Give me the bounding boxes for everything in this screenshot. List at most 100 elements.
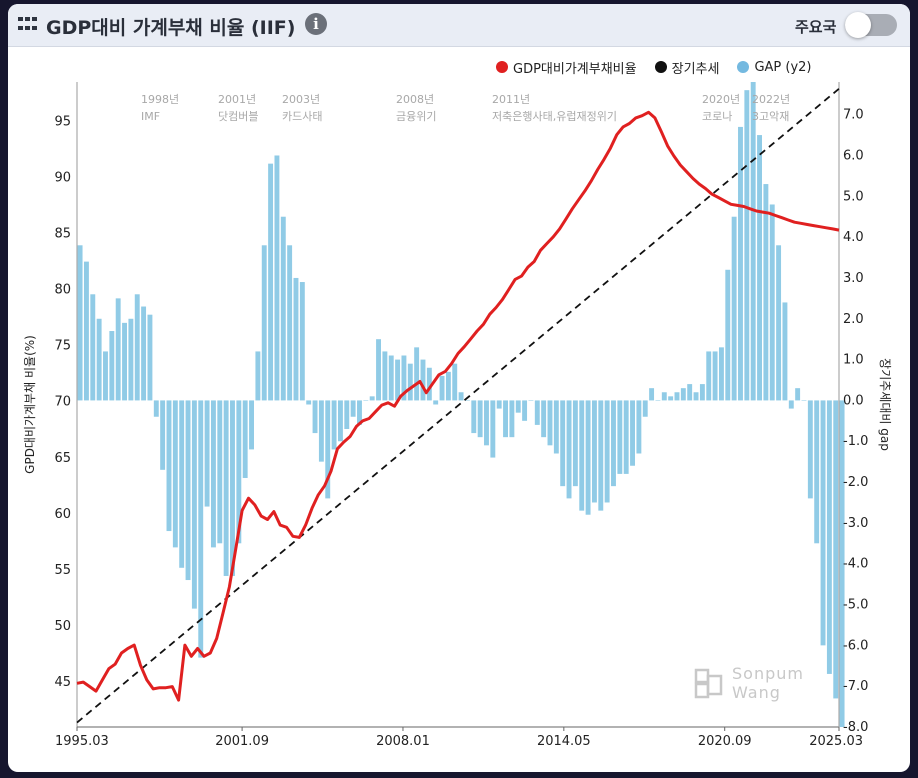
gap-bar (122, 322, 127, 401)
gap-bar (566, 400, 572, 499)
gap-bar (471, 400, 477, 434)
gap-bar (547, 400, 553, 446)
gap-bar (280, 216, 286, 401)
gap-bar (179, 400, 185, 568)
y-tick-label: 80 (54, 283, 71, 298)
legend-dot-gap (737, 61, 750, 73)
gap-bar (706, 351, 712, 401)
gap-bar (420, 359, 426, 401)
gap-bar (77, 245, 83, 401)
gap-bar (649, 388, 655, 401)
gap-bar (585, 400, 591, 515)
gap-bars (77, 82, 845, 727)
gap-bar (801, 400, 807, 401)
y2-tick-label: 7.0 (843, 108, 864, 123)
info-icon[interactable]: i (305, 13, 327, 35)
gap-bar (788, 400, 794, 409)
gap-bar (217, 400, 223, 544)
gap-bar (261, 245, 267, 401)
y2-tick-label: -4.0 (843, 557, 868, 572)
gap-bar (242, 400, 248, 478)
gap-bar (318, 400, 324, 462)
gap-bar (464, 400, 470, 401)
gap-bar (299, 282, 305, 401)
gap-bar (382, 351, 388, 401)
legend-label-trend: 장기추세 (671, 61, 720, 77)
legend-item-trend[interactable]: 장기추세 (654, 58, 720, 77)
gap-bar (484, 400, 489, 446)
y2-tick-label: 2.0 (843, 312, 864, 327)
annotation-label: 닷컴버블 (218, 110, 258, 123)
major-countries-toggle[interactable] (845, 12, 897, 38)
y2-tick-label: -2.0 (843, 475, 868, 490)
y2-tick-label: 4.0 (843, 230, 864, 245)
gap-bar (153, 400, 159, 417)
gap-bar (96, 318, 102, 401)
legend-item-gap[interactable]: GAP (y2) (737, 60, 812, 75)
gap-bar (604, 400, 610, 503)
legend-dot-ratio (496, 61, 508, 73)
legend-dot-trend (654, 61, 667, 73)
gap-bar (674, 392, 680, 401)
gap-bar (166, 400, 172, 532)
gap-bar (534, 400, 540, 425)
gap-bar (147, 314, 153, 401)
toggle-label: 주요국 (795, 18, 837, 36)
y-tick-label: 60 (54, 507, 71, 522)
gap-bar (630, 400, 635, 466)
gap-bar (636, 400, 642, 454)
trend-line (76, 88, 840, 724)
ratio-line (76, 110, 840, 702)
gap-bar (693, 392, 699, 401)
gap-bar (388, 355, 394, 401)
legend-item-ratio[interactable]: GDP대비가계부채비율 (496, 58, 637, 77)
gap-bar (503, 400, 508, 438)
gap-bar (357, 400, 362, 425)
gap-bar (255, 351, 261, 401)
watermark-line2: Wang (732, 683, 781, 702)
gap-bar (560, 400, 566, 487)
gap-bar (198, 400, 204, 658)
gap-bar (776, 245, 782, 401)
toggle-knob[interactable] (845, 12, 871, 38)
y-tick-label: 50 (54, 619, 71, 634)
gap-bar (230, 400, 235, 576)
gap-bar (115, 298, 121, 401)
chart-legend: GDP대비가계부채비율 장기추세 GAP (y2) (496, 57, 830, 77)
y2-tick-label: 0.0 (843, 393, 864, 408)
gap-bar (807, 400, 813, 499)
gap-bar (376, 339, 381, 401)
grid-menu-icon[interactable] (18, 17, 38, 33)
y2-tick-label: 3.0 (843, 271, 864, 286)
gap-bar (718, 347, 724, 401)
y-tick-label: 55 (54, 563, 71, 578)
x-tick-label: 2014.05 (537, 734, 591, 749)
gap-bar (458, 392, 464, 401)
gap-bar (172, 400, 178, 548)
gap-bar (134, 294, 140, 401)
gap-bar (249, 400, 254, 450)
gap-bar (160, 400, 166, 470)
y2-tick-label: 1.0 (843, 353, 864, 368)
y-tick-label: 65 (54, 451, 71, 466)
gap-bar (452, 363, 458, 401)
gap-bar (287, 245, 293, 401)
gap-bar (795, 388, 801, 401)
annotation-year: 1998년 (141, 93, 179, 106)
y-tick-label: 85 (54, 226, 71, 241)
gap-bar (750, 82, 756, 401)
annotation-year: 2001년 (218, 93, 256, 106)
gap-bar (369, 396, 375, 401)
legend-label-ratio: GDP대비가계부채비율 (513, 61, 637, 77)
gap-bar (109, 331, 115, 401)
gap-bar (306, 400, 312, 405)
y-tick-label: 45 (54, 675, 71, 690)
gap-bar (598, 400, 604, 511)
annotation-label: IMF (141, 110, 160, 123)
gap-bar (204, 400, 210, 507)
gap-bar (433, 400, 439, 405)
gap-bar (407, 363, 413, 401)
gap-bar (522, 400, 528, 421)
gap-bar (141, 306, 147, 401)
gap-bar (401, 355, 407, 401)
